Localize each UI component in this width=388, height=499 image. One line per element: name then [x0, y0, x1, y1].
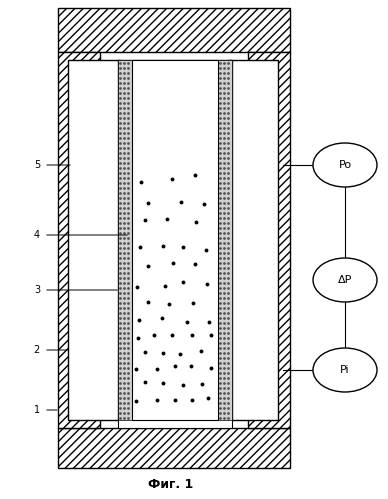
Bar	[118, 60, 232, 420]
Bar	[58, 8, 290, 52]
Text: 5: 5	[34, 160, 40, 170]
Bar	[58, 52, 100, 428]
Bar	[218, 60, 232, 420]
Bar	[228, 60, 278, 420]
Text: Pi: Pi	[340, 365, 350, 375]
Ellipse shape	[313, 348, 377, 392]
Bar	[68, 60, 120, 420]
Bar	[248, 52, 290, 428]
Bar	[132, 60, 218, 420]
Ellipse shape	[313, 143, 377, 187]
Text: 3: 3	[34, 285, 40, 295]
Text: Po: Po	[338, 160, 352, 170]
Ellipse shape	[313, 258, 377, 302]
Text: 4: 4	[34, 230, 40, 240]
Bar	[118, 60, 132, 420]
Bar	[58, 428, 290, 468]
Text: ΔP: ΔP	[338, 275, 352, 285]
Text: 1: 1	[34, 405, 40, 415]
Text: Фиг. 1: Фиг. 1	[148, 478, 193, 491]
Bar	[118, 418, 232, 428]
Text: 2: 2	[34, 345, 40, 355]
